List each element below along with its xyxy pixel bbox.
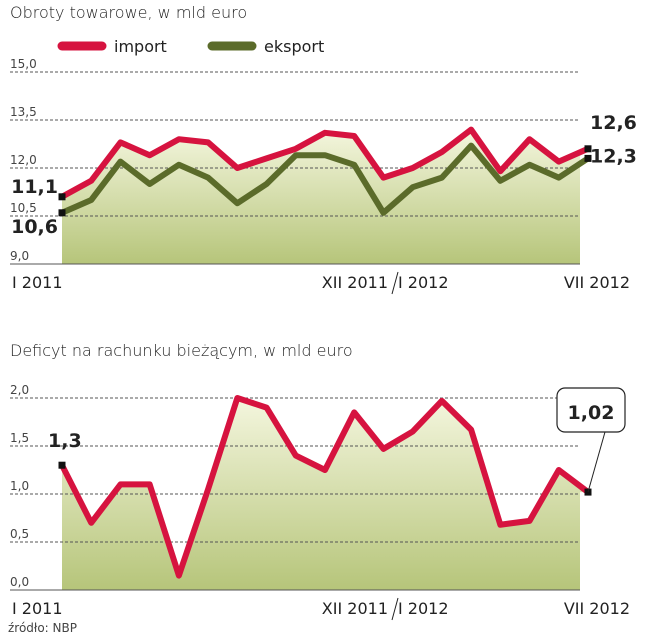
x-tick-label: I 2011	[12, 273, 63, 292]
x-divider	[391, 597, 399, 621]
callout-box	[556, 387, 626, 433]
value-label: 10,6	[11, 216, 58, 238]
value-label: 12,6	[590, 112, 637, 134]
x-divider	[391, 271, 399, 295]
value-label: 12,3	[590, 145, 637, 167]
callout-line	[587, 431, 606, 493]
chart-title: Obroty towarowe, w mld euro	[10, 3, 247, 22]
point-marker	[58, 193, 66, 201]
x-tick-label: I 2012	[398, 599, 449, 618]
point-marker	[58, 461, 66, 469]
x-tick-label: VII 2012	[564, 599, 630, 618]
y-tick-label: 1,0	[10, 479, 29, 493]
y-tick-label: 9,0	[10, 249, 29, 263]
x-tick-label: I 2012	[398, 273, 449, 292]
point-marker	[584, 145, 592, 153]
value-label: 11,1	[11, 176, 58, 198]
y-tick-label: 0,0	[10, 575, 29, 589]
chart-title: Deficyt na rachunku bieżącym, w mld euro	[10, 341, 353, 360]
x-tick-label: I 2011	[12, 599, 63, 618]
legend-label: import	[114, 37, 167, 56]
source: źródło: NBP	[8, 621, 77, 635]
value-label: 1,02	[568, 402, 615, 424]
y-tick-label: 12,0	[10, 153, 37, 167]
x-tick-label: XII 2011	[322, 273, 388, 292]
series-line	[60, 126, 590, 200]
series-line	[59, 395, 590, 579]
series-line	[60, 142, 590, 216]
y-tick-label: 13,5	[10, 105, 37, 119]
y-tick-label: 15,0	[10, 57, 37, 71]
point-marker	[584, 154, 592, 162]
value-label: 1,3	[48, 430, 82, 452]
y-tick-label: 10,5	[10, 201, 37, 215]
y-tick-label: 1,5	[10, 431, 29, 445]
y-tick-label: 2,0	[10, 383, 29, 397]
y-tick-label: 0,5	[10, 527, 29, 541]
x-tick-label: VII 2012	[564, 273, 630, 292]
legend-label: eksport	[264, 37, 324, 56]
point-marker	[58, 209, 66, 217]
x-tick-label: XII 2011	[322, 599, 388, 618]
